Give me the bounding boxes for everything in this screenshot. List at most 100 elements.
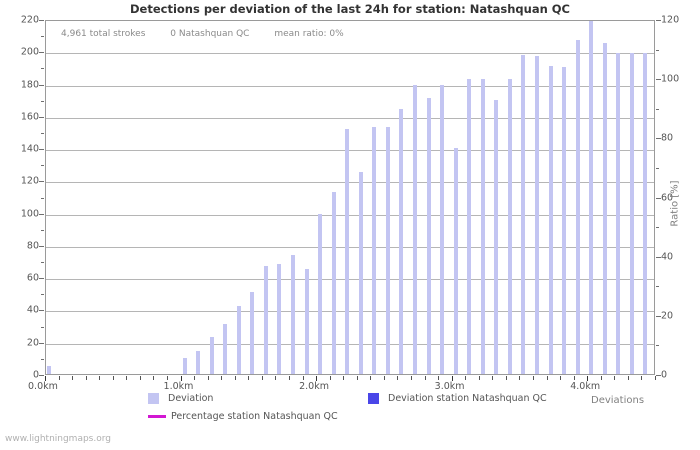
y-axis-right-tick-label: 40 (661, 251, 674, 263)
bar (385, 127, 390, 374)
x-axis-tick-label: 4.0km (570, 381, 601, 392)
gridline (46, 53, 654, 54)
y-axis-right-tick-minor (656, 109, 659, 110)
gridline (46, 118, 654, 119)
y-axis-left-tick-major (39, 117, 44, 118)
bar (589, 21, 594, 374)
x-axis-tick-label: 2.0km (299, 381, 329, 392)
legend-item-label: Percentage station Natashquan QC (171, 411, 338, 422)
x-axis-tick-minor (614, 376, 615, 380)
bar (480, 78, 485, 374)
y-axis-left-tick-minor (41, 262, 44, 263)
y-axis-left-tick-major (39, 181, 44, 182)
y-axis-left-tick-major (39, 149, 44, 150)
annotation-total-strokes: 4,961 total strokes (61, 29, 146, 39)
x-axis-tick-minor (560, 376, 561, 380)
x-axis-tick-minor (343, 376, 344, 380)
x-axis-tick-minor (397, 376, 398, 380)
y-axis-left-tick-label: 120 (20, 175, 39, 187)
x-axis-tick-minor (72, 376, 73, 380)
x-axis-tick-minor (628, 376, 629, 380)
annotation-station-strokes: 0 Natashquan QC (170, 29, 250, 39)
legend-item[interactable]: Deviation (148, 393, 213, 404)
gridline (46, 86, 654, 87)
x-axis-tick-minor (194, 376, 195, 380)
y-axis-left-tick-label: 40 (26, 304, 39, 316)
gridline (46, 150, 654, 151)
bar (575, 39, 580, 374)
bar (291, 254, 295, 374)
y-axis-right-tick-major (656, 20, 661, 21)
x-axis-tick-major (452, 376, 453, 381)
y-axis-right-label: Ratio [%] (669, 180, 681, 227)
x-axis-tick-minor (248, 376, 249, 380)
legend-item[interactable]: Percentage station Natashquan QC (148, 411, 338, 422)
x-axis-tick-major (587, 376, 588, 381)
bar (304, 269, 309, 374)
x-axis-tick-minor (533, 376, 534, 380)
y-axis-left-tick-major (39, 52, 44, 53)
y-axis-right-tick-major (656, 138, 661, 139)
bar (331, 191, 336, 374)
bar (209, 336, 214, 374)
legend-item-label: Deviation station Natashquan QC (388, 393, 547, 404)
x-axis-tick-minor (574, 376, 575, 380)
bar (548, 65, 553, 374)
x-axis-tick-minor (59, 376, 60, 380)
y-axis-left-tick-label: 220 (20, 14, 39, 26)
gridline (46, 182, 654, 183)
x-axis-tick-major (45, 376, 46, 381)
y-axis-left-tick-label: 20 (26, 337, 39, 349)
annotation-mean-ratio: mean ratio: 0% (274, 29, 344, 39)
bar (629, 52, 634, 374)
y-axis-left-tick-major (39, 343, 44, 344)
x-axis-tick-minor (99, 376, 100, 380)
x-axis-tick-minor (425, 376, 426, 380)
legend-color-swatch (148, 393, 159, 404)
y-axis-right-tick-major (656, 375, 661, 376)
x-axis-tick-minor (479, 376, 480, 380)
y-axis-right-tick-minor (656, 286, 659, 287)
x-axis-tick-minor (221, 376, 222, 380)
footer-watermark: www.lightningmaps.org (5, 434, 111, 444)
y-axis-left-tick-major (39, 20, 44, 21)
bar (250, 291, 255, 374)
y-axis-left-tick-label: 140 (20, 143, 39, 155)
y-axis-left-tick-major (39, 214, 44, 215)
y-axis-right-tick-major (656, 79, 661, 80)
y-axis-left-tick-label: 60 (26, 272, 39, 284)
bar (263, 265, 268, 374)
x-axis-tick-minor (289, 376, 290, 380)
bar (440, 85, 445, 374)
x-axis-tick-minor (641, 376, 642, 380)
legend-color-swatch (368, 393, 379, 404)
x-axis-tick-minor (167, 376, 168, 380)
y-axis-right-tick-label: 120 (661, 14, 680, 26)
x-axis-tick-label: 0.0km (28, 381, 58, 392)
y-axis-left-tick-minor (41, 327, 44, 328)
x-axis-tick-minor (438, 376, 439, 380)
bar (236, 306, 241, 374)
y-axis-right-tick-major (656, 316, 661, 317)
y-axis-left-tick-minor (41, 68, 44, 69)
x-axis-tick-minor (547, 376, 548, 380)
y-axis-left-tick-label: 80 (26, 240, 39, 252)
x-axis-tick-minor (492, 376, 493, 380)
x-axis-tick-minor (519, 376, 520, 380)
y-axis-left-tick-minor (41, 230, 44, 231)
gridline (46, 344, 654, 345)
x-axis-tick-major (181, 376, 182, 381)
bar (196, 351, 201, 374)
legend-item-label: Deviation (168, 393, 214, 404)
bar (345, 128, 350, 374)
legend-item[interactable]: Deviation station Natashquan QC (368, 393, 547, 404)
bar (399, 109, 404, 374)
x-axis-tick-label: 3.0km (434, 381, 465, 392)
y-axis-left-tick-label: 0 (32, 369, 39, 381)
x-axis-tick-minor (384, 376, 385, 380)
legend-line-swatch (148, 415, 166, 418)
gridline (46, 311, 654, 312)
bar (277, 264, 282, 374)
bar (494, 99, 499, 374)
